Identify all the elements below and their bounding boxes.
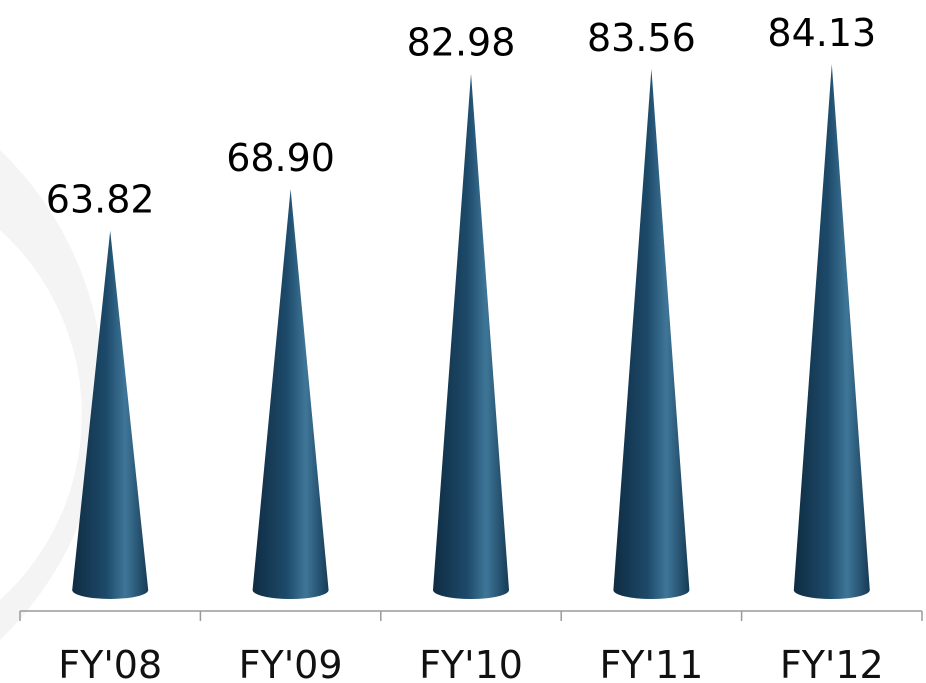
chart-marks — [72, 64, 870, 600]
category-label: FY'10 — [419, 643, 523, 683]
category-label: FY'09 — [239, 643, 343, 683]
cone-bar — [72, 230, 149, 599]
data-label: 82.98 — [407, 21, 516, 65]
category-label: FY'12 — [780, 643, 884, 683]
cone-bar — [613, 68, 690, 600]
cone-bar — [433, 73, 509, 599]
cone-bar — [252, 189, 329, 599]
data-label: 68.90 — [226, 136, 335, 180]
data-label: 84.13 — [767, 11, 876, 55]
data-label: 63.82 — [46, 178, 155, 222]
data-label: 83.56 — [587, 16, 696, 60]
background-arc-inner — [0, 230, 82, 600]
cone-bar — [793, 64, 870, 599]
x-axis-ticks — [19, 611, 923, 621]
data-labels: 63.82 68.90 82.98 83.56 84.13 — [46, 11, 876, 222]
category-label: FY'08 — [58, 643, 162, 683]
category-label: FY'11 — [599, 643, 703, 683]
category-labels: FY'08 FY'09 FY'10 FY'11 FY'12 — [58, 643, 883, 683]
